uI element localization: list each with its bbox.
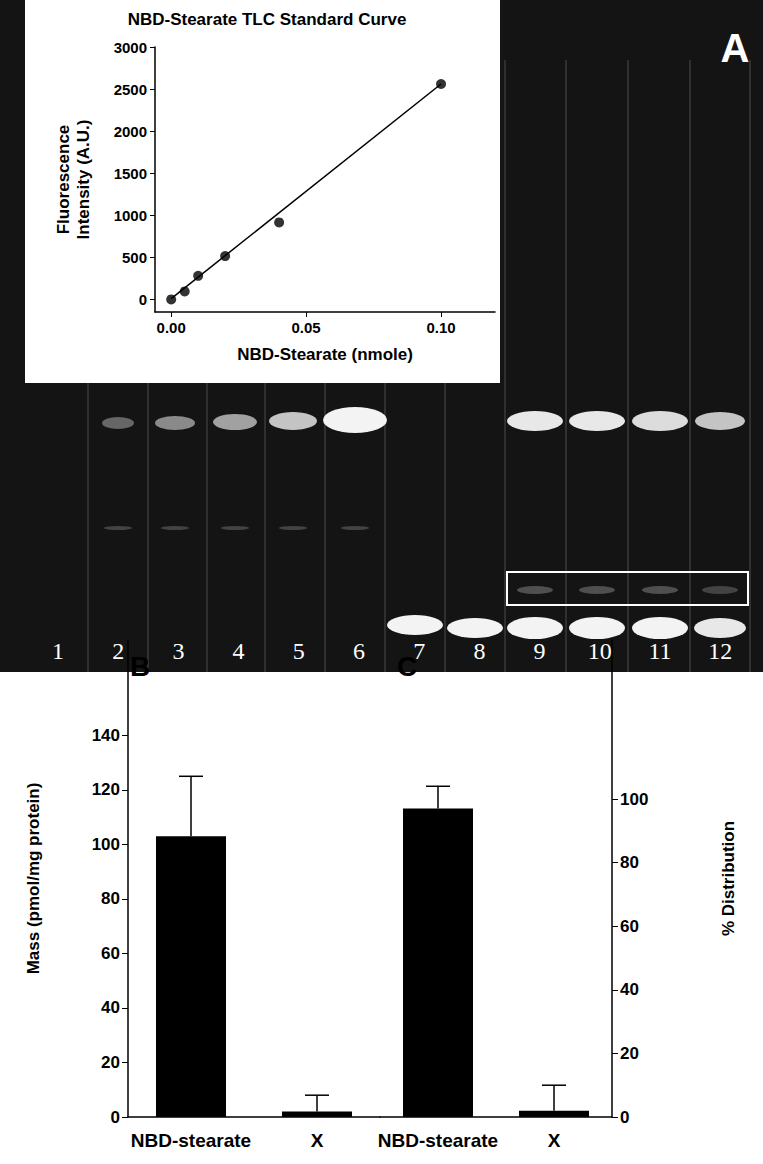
svg-text:20: 20 xyxy=(101,1053,120,1072)
svg-text:80: 80 xyxy=(620,853,639,872)
svg-text:Mass (pmol/mg protein): Mass (pmol/mg protein) xyxy=(24,783,43,975)
svg-text:9: 9 xyxy=(534,638,546,664)
svg-text:20: 20 xyxy=(620,1044,639,1063)
svg-text:11: 11 xyxy=(648,638,671,664)
svg-text:X: X xyxy=(311,1130,324,1151)
svg-text:NBD-Stearate TLC Standard Curv: NBD-Stearate TLC Standard Curve xyxy=(128,10,407,29)
svg-text:8: 8 xyxy=(473,638,485,664)
svg-text:0: 0 xyxy=(139,291,147,308)
svg-text:12: 12 xyxy=(708,638,732,664)
svg-text:NBD-Stearate (nmole): NBD-Stearate (nmole) xyxy=(237,345,413,364)
svg-text:0.05: 0.05 xyxy=(292,319,321,336)
svg-text:0.00: 0.00 xyxy=(157,319,186,336)
svg-text:Fluorescence: Fluorescence xyxy=(54,125,73,235)
svg-text:C: C xyxy=(396,650,418,682)
svg-text:X: X xyxy=(548,1130,561,1151)
svg-text:NBD-stearate: NBD-stearate xyxy=(378,1130,498,1151)
svg-text:B: B xyxy=(130,651,150,682)
svg-text:100: 100 xyxy=(620,790,648,809)
svg-text:7: 7 xyxy=(413,638,425,664)
svg-text:40: 40 xyxy=(101,998,120,1017)
svg-text:100: 100 xyxy=(92,835,120,854)
svg-text:10: 10 xyxy=(588,638,612,664)
svg-text:40: 40 xyxy=(620,980,639,999)
svg-text:1000: 1000 xyxy=(114,207,147,224)
svg-text:2: 2 xyxy=(112,638,124,664)
svg-text:60: 60 xyxy=(101,944,120,963)
svg-text:6: 6 xyxy=(353,638,365,664)
svg-text:0: 0 xyxy=(111,1108,120,1127)
svg-text:0: 0 xyxy=(620,1108,629,1127)
svg-text:5: 5 xyxy=(293,638,305,664)
svg-text:3000: 3000 xyxy=(114,39,147,56)
svg-text:4: 4 xyxy=(233,638,245,664)
svg-text:NBD-stearate: NBD-stearate xyxy=(131,1130,251,1151)
svg-text:1: 1 xyxy=(52,638,64,664)
svg-text:2500: 2500 xyxy=(114,81,147,98)
svg-text:80: 80 xyxy=(101,889,120,908)
svg-text:A: A xyxy=(721,26,750,70)
svg-text:500: 500 xyxy=(122,249,147,266)
svg-text:3: 3 xyxy=(172,638,184,664)
svg-text:60: 60 xyxy=(620,917,639,936)
svg-text:Intensity (A.U.): Intensity (A.U.) xyxy=(74,120,93,240)
svg-text:140: 140 xyxy=(92,726,120,745)
svg-text:0.10: 0.10 xyxy=(426,319,455,336)
svg-text:2000: 2000 xyxy=(114,123,147,140)
svg-text:% Distribution: % Distribution xyxy=(719,821,738,936)
svg-text:120: 120 xyxy=(92,780,120,799)
svg-text:1500: 1500 xyxy=(114,165,147,182)
